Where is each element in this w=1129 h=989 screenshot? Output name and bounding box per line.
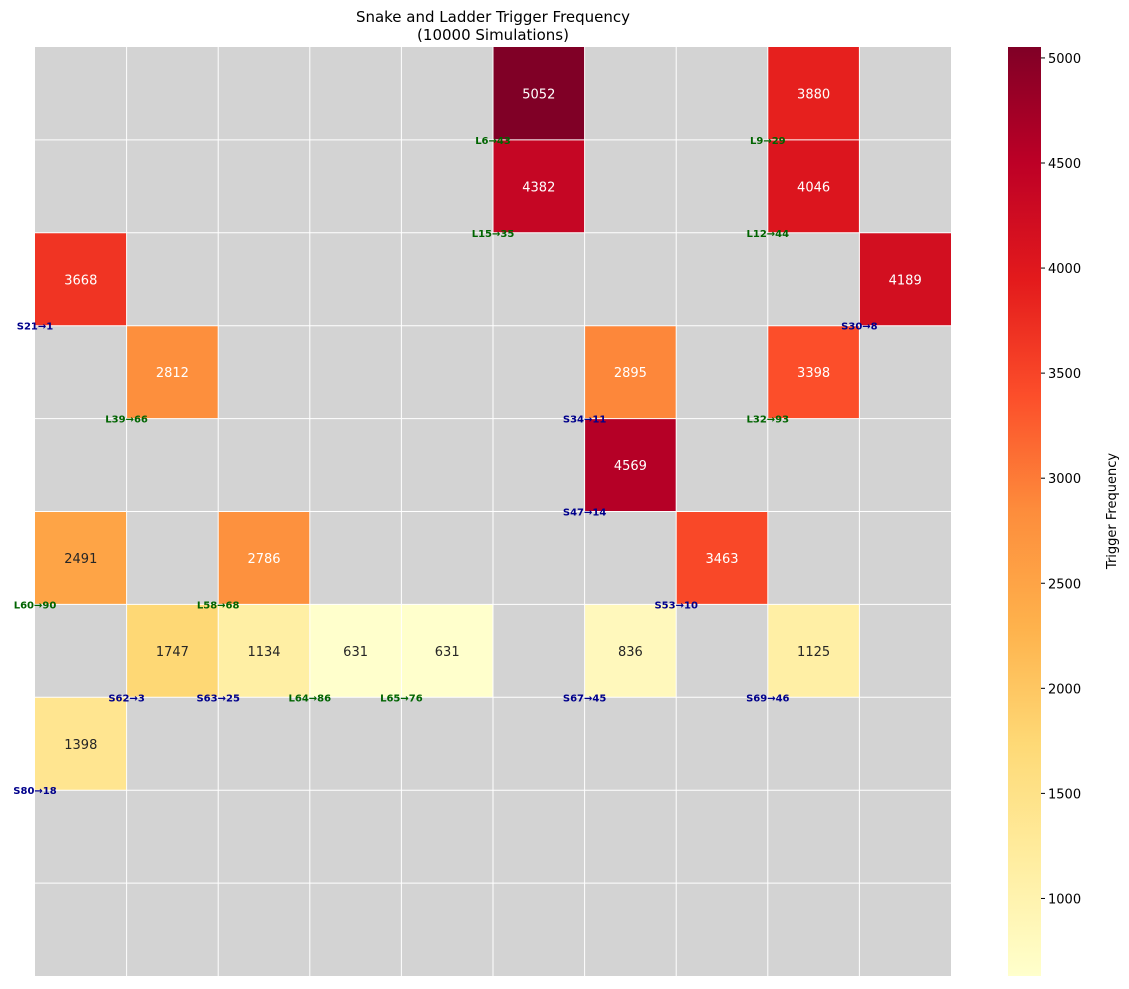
colorbar-tick-label: 2000 xyxy=(1048,682,1081,697)
snake-tile-label: S62→3 xyxy=(108,693,144,704)
ladder-tile-label: L15→35 xyxy=(472,229,515,240)
cell-value-label: 2786 xyxy=(247,552,280,567)
cell-value-label: 836 xyxy=(618,645,643,660)
cell-value-label: 3668 xyxy=(64,273,97,288)
cell-values: 5052 3880 4382 4046 3668 4189 2812 2895 3398 4569… xyxy=(64,87,921,752)
heatmap-cell xyxy=(126,604,219,698)
colorbar-label: Trigger Frequency xyxy=(1105,453,1120,570)
snake-tile-label: S67→45 xyxy=(563,693,606,704)
heatmap-cell xyxy=(35,232,127,326)
ladder-tile-label: L12→44 xyxy=(747,229,790,240)
cell-value-label: 1398 xyxy=(64,738,97,753)
heatmap-cell xyxy=(584,604,677,698)
snake-tile-label: S47→14 xyxy=(563,508,606,519)
cell-value-label: 1134 xyxy=(247,645,280,660)
cell-value-label: 5052 xyxy=(522,87,555,102)
ladder-tile-label: L9→29 xyxy=(750,136,786,147)
heatmap-cell xyxy=(584,325,677,419)
heatmap-cell xyxy=(493,139,585,233)
snake-tile-label: S21→1 xyxy=(17,322,53,333)
cell-value-label: 4046 xyxy=(797,180,830,195)
ladder-tile-label: L39→66 xyxy=(105,415,148,426)
heatmap-cell xyxy=(493,47,585,140)
colorbar-ticks: 1000 1500 2000 2500 3000 3500 4000 4500 5000 xyxy=(1041,52,1081,907)
ladder-tile-label: L65→76 xyxy=(380,693,423,704)
cell-value-label: 4382 xyxy=(522,180,555,195)
heatmap-cell xyxy=(767,325,860,419)
colorbar-tick-label: 3500 xyxy=(1048,367,1081,382)
ladder-tile-label: L60→90 xyxy=(14,600,57,611)
grid-lines xyxy=(35,47,951,976)
cell-value-label: 4189 xyxy=(889,273,922,288)
snake-tile-label: S63→25 xyxy=(196,693,239,704)
heatmap-cell xyxy=(309,604,402,698)
cell-value-label: 2895 xyxy=(614,366,647,381)
cell-value-label: 3398 xyxy=(797,366,830,381)
colorbar-tick-label: 1500 xyxy=(1048,787,1081,802)
colorbar-tick-label: 4000 xyxy=(1048,262,1081,277)
ladder-tile-label: L6→43 xyxy=(475,136,511,147)
cell-value-label: 631 xyxy=(435,645,460,660)
snake-tile-label: S34→11 xyxy=(563,415,606,426)
ladder-tile-label: L64→86 xyxy=(289,693,332,704)
ladder-tile-label: L32→93 xyxy=(747,415,790,426)
cell-value-label: 2812 xyxy=(156,366,189,381)
colorbar-tick-label: 4500 xyxy=(1048,157,1081,172)
heatmap-cell xyxy=(401,604,493,698)
cell-value-label: 4569 xyxy=(614,459,647,474)
heatmap-cell xyxy=(126,325,219,419)
colorbar-tick-label: 2500 xyxy=(1048,577,1081,592)
heatmap-cell xyxy=(35,511,127,605)
ladder-tile-label: L58→68 xyxy=(197,600,240,611)
colorbar xyxy=(1008,47,1041,976)
colorbar-tick-label: 3000 xyxy=(1048,472,1081,487)
colorbar-tick-label: 5000 xyxy=(1048,52,1081,67)
heatmap-cell xyxy=(584,418,677,512)
snake-tile-label: S30→8 xyxy=(841,322,877,333)
heatmap-cells xyxy=(35,47,951,791)
colorbar-tick-label: 1000 xyxy=(1048,892,1081,907)
snake-tile-label: S80→18 xyxy=(13,786,56,797)
chart-subtitle: (10000 Simulations) xyxy=(417,26,569,44)
cell-value-label: 3880 xyxy=(797,87,830,102)
heatmap-cell xyxy=(859,232,951,326)
heatmap-cell xyxy=(767,139,860,233)
tile-labels: L6→43 L9→29 L15→35 L12→44 S21→1 S30→8 L39→66 S3… xyxy=(13,136,877,797)
cell-value-label: 1747 xyxy=(156,645,189,660)
cell-value-label: 3463 xyxy=(705,552,738,567)
heatmap-cell xyxy=(218,511,310,605)
snake-tile-label: S69→46 xyxy=(746,693,789,704)
cell-value-label: 2491 xyxy=(64,552,97,567)
heatmap-cell xyxy=(676,511,768,605)
chart-title: Snake and Ladder Trigger Frequency xyxy=(356,8,630,26)
heatmap-cell xyxy=(218,604,310,698)
cell-value-label: 631 xyxy=(343,645,368,660)
heatmap-cell xyxy=(767,604,860,698)
heatmap-cell xyxy=(767,47,860,140)
cell-value-label: 1125 xyxy=(797,645,830,660)
heatmap-cell xyxy=(35,697,127,791)
snake-tile-label: S53→10 xyxy=(654,600,697,611)
